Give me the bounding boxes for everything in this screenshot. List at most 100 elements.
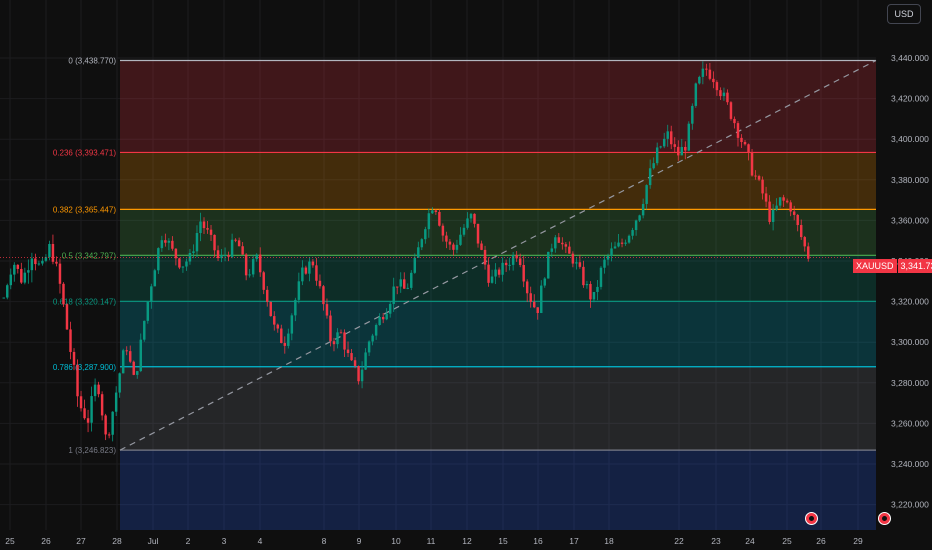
candle-body (37, 263, 41, 265)
candle-body (659, 146, 662, 148)
candle-body (473, 213, 476, 224)
time-tick-label: Jul (148, 536, 159, 546)
candle-body (476, 223, 480, 244)
fib-level-label: 0.5 (3,342.797) (62, 251, 117, 260)
candle-body (72, 351, 76, 365)
candle-body (792, 211, 796, 215)
candle-body (796, 214, 799, 226)
candle-body (452, 244, 455, 250)
candle-body (223, 255, 227, 257)
candle-body (789, 202, 792, 212)
fib-zone (120, 366, 876, 451)
candle-body (497, 269, 501, 275)
candle-body (378, 317, 381, 326)
candle-body (343, 332, 346, 350)
candle-body (353, 360, 357, 366)
fib-level-label: 1 (3,246.823) (68, 446, 116, 455)
candle-body (195, 233, 199, 252)
candle-body (655, 147, 659, 164)
candle-body (522, 265, 525, 282)
candle-body (399, 279, 402, 287)
candle-body (227, 255, 230, 257)
time-tick-label: 10 (391, 536, 401, 546)
candle-body (743, 142, 747, 145)
candle-body (6, 285, 9, 298)
economic-event-icon[interactable] (805, 512, 818, 525)
time-tick-label: 27 (76, 536, 86, 546)
candle-body (750, 152, 754, 176)
time-tick-label: 17 (569, 536, 579, 546)
candle-body (585, 283, 589, 286)
last-price-value: 3,341.730 (897, 259, 932, 273)
last-price-label: XAUUSD 3,341.730 (853, 259, 932, 273)
candle-body (733, 118, 736, 124)
candle-body (202, 221, 206, 229)
candle-body (529, 293, 532, 302)
price-tick-label: 3,220.000 (891, 500, 929, 510)
candle-body (374, 325, 378, 336)
fib-trend-line (119, 59, 877, 451)
candle-body (575, 262, 578, 264)
candle-body (599, 267, 603, 287)
time-tick-label: 12 (462, 536, 472, 546)
candle-body (318, 280, 322, 287)
candle-body (276, 324, 280, 329)
candle-body (16, 264, 20, 269)
candle-body (44, 257, 48, 261)
candle-body (311, 261, 315, 266)
candle-body (666, 131, 669, 139)
candle-body (438, 211, 441, 226)
candle-body (97, 384, 100, 395)
candle-body (606, 255, 610, 260)
candle-body (410, 272, 413, 288)
time-tick-label: 23 (711, 536, 721, 546)
candle-body (645, 185, 648, 204)
candle-body (13, 264, 16, 275)
candle-body (490, 276, 494, 283)
candle-body (62, 283, 65, 305)
time-tick-label: 22 (674, 536, 684, 546)
economic-event-icon[interactable] (878, 512, 891, 525)
candle-body (775, 205, 778, 210)
candle-body (568, 246, 571, 254)
fib-level-label: 0.382 (3,365.447) (53, 205, 116, 214)
time-tick-label: 26 (41, 536, 51, 546)
candle-body (132, 361, 135, 375)
candle-body (634, 220, 638, 231)
time-axis: 25 26 27 28 Jul 2 3 4 8 9 10 11 12 15 16 17 18 22 23 24 25 26… (5, 536, 863, 546)
fib-level-label: 0 (3,438.770) (68, 56, 116, 65)
candle-body (55, 261, 58, 264)
candle-body (280, 328, 283, 344)
candle-body (417, 247, 420, 258)
time-tick-label: 26 (816, 536, 826, 546)
candle-body (27, 270, 30, 273)
candle-body (740, 137, 743, 143)
currency-button[interactable]: USD (887, 4, 921, 24)
candle-body (729, 102, 733, 119)
candle-body (462, 227, 466, 235)
candle-body (220, 255, 223, 259)
candle-body (206, 228, 209, 230)
candle-body (216, 250, 220, 259)
candle-body (459, 234, 462, 245)
candle-body (610, 248, 613, 256)
candle-body (287, 333, 290, 346)
time-tick-label: 25 (5, 536, 15, 546)
candle-body (234, 239, 237, 241)
price-tick-label: 3,400.000 (891, 134, 929, 144)
candle-body (237, 240, 241, 247)
candle-body (543, 278, 546, 286)
candle-body (627, 235, 631, 243)
candle-body (388, 303, 392, 314)
candle-body (680, 146, 684, 156)
price-tick-label: 3,320.000 (891, 297, 929, 307)
candle-body (807, 246, 810, 259)
candle-body (385, 313, 388, 320)
candle-body (48, 243, 51, 258)
candle-body (712, 78, 715, 83)
candle-body (332, 341, 336, 345)
candle-body (403, 279, 406, 289)
candle-body (487, 264, 490, 283)
candle-body (768, 201, 771, 222)
